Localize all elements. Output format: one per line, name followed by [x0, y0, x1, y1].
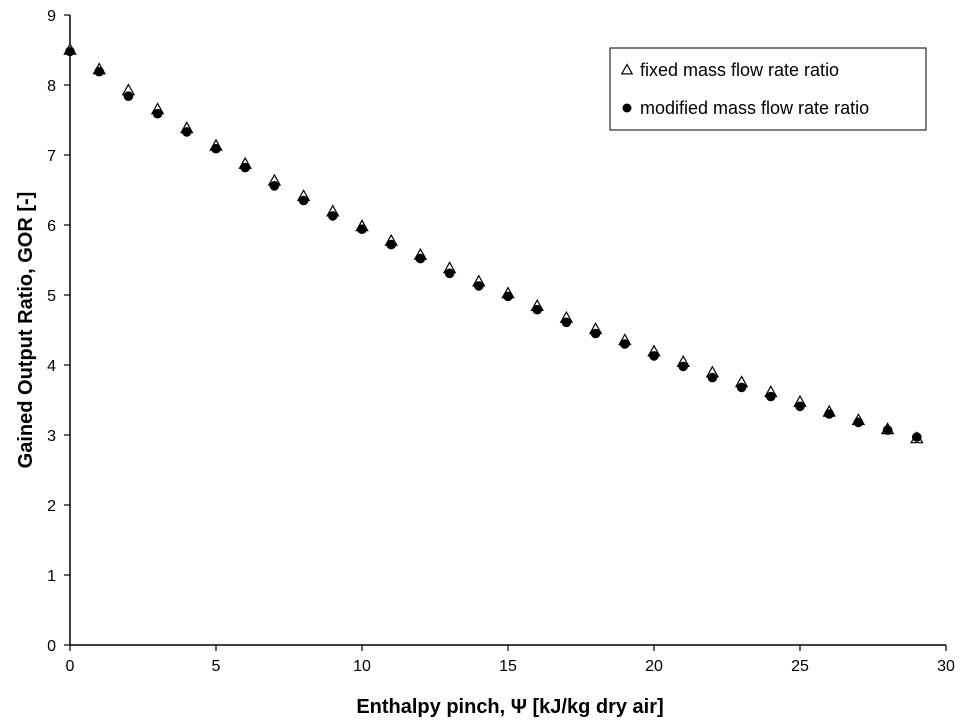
y-tick-label: 5	[47, 288, 56, 305]
circle-point	[590, 328, 601, 339]
y-tick-label: 0	[47, 638, 56, 655]
circle-point	[474, 281, 484, 291]
y-tick-label: 2	[47, 498, 56, 515]
circle-point	[882, 425, 893, 435]
x-tick-label: 15	[499, 658, 517, 675]
circle-point	[678, 361, 688, 372]
y-tick-label: 3	[47, 428, 56, 445]
circle-point	[532, 304, 542, 315]
circle-point	[795, 401, 805, 412]
circle-point	[853, 417, 864, 428]
y-tick-label: 9	[47, 8, 56, 25]
x-tick-label: 20	[645, 658, 663, 675]
circle-point	[328, 211, 338, 221]
circle-point	[123, 91, 134, 101]
circle-point	[620, 339, 630, 349]
legend-label: fixed mass flow rate ratio	[640, 60, 839, 80]
circle-point	[182, 127, 192, 137]
circle-point	[240, 162, 250, 173]
circle-point	[649, 351, 659, 361]
circle-point	[298, 195, 309, 206]
circle-point	[707, 372, 718, 383]
circle-point	[65, 46, 75, 57]
axes: 0 5 10 15 20 25 30 0 1 2 3 4 5 6 7 8 9	[47, 8, 955, 675]
legend-marker-triangle	[620, 63, 634, 75]
y-tick-label: 6	[47, 218, 56, 235]
y-tick-label: 8	[47, 78, 56, 95]
legend-box	[609, 47, 927, 131]
circle-point	[357, 224, 367, 234]
circle-point	[152, 108, 163, 119]
circle-point	[386, 239, 397, 250]
circle-point	[444, 268, 455, 279]
x-axis-title: Enthalpy pinch, Ψ [kJ/kg dry air]	[356, 696, 663, 718]
y-axis-title: Gained Output Ratio, GOR [-]	[15, 192, 37, 469]
y-tick-label: 4	[47, 358, 56, 375]
x-tick-label: 25	[791, 658, 809, 675]
legend: fixed mass flow rate ratio modified mass …	[609, 47, 927, 131]
data-marks	[63, 42, 924, 444]
circle-point	[736, 382, 747, 393]
x-tick-label: 30	[937, 658, 955, 675]
x-tick-label: 10	[353, 658, 371, 675]
circle-point	[211, 143, 221, 154]
legend-marker-circle	[622, 103, 632, 113]
circle-point	[824, 409, 834, 419]
legend-label: modified mass flow rate ratio	[640, 98, 869, 118]
circle-point	[912, 432, 922, 442]
y-tick-label: 7	[47, 148, 56, 165]
y-tick-label: 1	[47, 568, 56, 585]
circle-point	[269, 181, 280, 191]
circle-point	[503, 291, 513, 302]
circle-point	[415, 253, 426, 264]
x-tick-label: 0	[66, 658, 75, 675]
circle-point	[94, 66, 104, 77]
x-tick-label: 5	[212, 658, 221, 675]
series-2	[65, 46, 922, 442]
circle-point	[766, 391, 776, 402]
circle-point	[561, 317, 572, 328]
